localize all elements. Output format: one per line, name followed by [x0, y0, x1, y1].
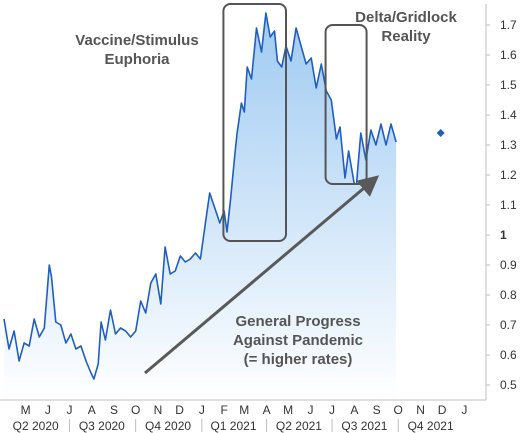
annotation-vaccine: Vaccine/Stimulus Euphoria — [75, 32, 198, 68]
annotation-line: General Progress — [235, 313, 360, 330]
trend-arrow — [144, 175, 380, 375]
y-tick-label: 0.9 — [500, 258, 517, 272]
series-line — [3, 12, 397, 380]
x-month-label: S — [373, 403, 381, 417]
annotation-line: Reality — [381, 28, 431, 45]
y-tick-label: 1.4 — [500, 108, 517, 122]
x-month-label: M — [21, 403, 31, 417]
y-tick-label: 1.3 — [500, 138, 517, 152]
annotation-delta: Delta/Gridlock Reality — [355, 9, 457, 45]
x-month-label: J — [45, 403, 51, 417]
x-month-label: O — [394, 403, 403, 417]
x-month-label: D — [175, 403, 184, 417]
x-month-label: D — [438, 403, 447, 417]
x-month-label: J — [66, 403, 72, 417]
annotation-progress: General Progress Against Pandemic (= highe… — [233, 313, 363, 368]
y-tick-label: 1.1 — [500, 198, 517, 212]
area-layer — [3, 12, 397, 400]
x-quarter-label: Q3 2020 — [79, 419, 125, 433]
x-month-label: J — [307, 403, 313, 417]
x-month-label: N — [154, 403, 163, 417]
x-month-label: S — [110, 403, 118, 417]
x-month-label: A — [263, 403, 271, 417]
x-month-label: J — [461, 403, 467, 417]
latest-value-marker — [436, 129, 445, 137]
x-quarter-label: Q4 2020 — [145, 419, 191, 433]
x-month-label: M — [283, 403, 293, 417]
annotation-line: Against Pandemic — [233, 332, 363, 349]
x-month-label: M — [239, 403, 249, 417]
x-quarter-label: Q3 2021 — [341, 419, 387, 433]
y-tick-label: 1 — [500, 228, 507, 242]
y-tick-label: 1.5 — [500, 78, 517, 92]
y-tick-label: 0.5 — [500, 378, 517, 392]
x-quarter-label: Q2 2021 — [276, 419, 322, 433]
x-month-label: F — [220, 403, 227, 417]
x-month-label: A — [350, 403, 358, 417]
y-tick-label: 0.7 — [500, 318, 517, 332]
series-area — [4, 13, 397, 400]
annotation-layer: Vaccine/Stimulus Euphoria Delta/Gridlock Re… — [75, 3, 458, 375]
highlight-box-1 — [222, 3, 288, 242]
x-month-label: N — [416, 403, 425, 417]
y-tick-label: 1.2 — [500, 168, 517, 182]
y-tick-label: 1.6 — [500, 48, 517, 62]
x-quarter-label: Q2 2020 — [13, 419, 59, 433]
annotation-line: Euphoria — [104, 51, 170, 68]
x-month-label: J — [329, 403, 335, 417]
x-month-label: A — [88, 403, 96, 417]
axes-layer: 0.50.60.70.80.911.11.21.31.41.51.61.7M J J… — [0, 4, 517, 433]
x-quarter-label: Q4 2021 — [408, 419, 454, 433]
y-tick-label: 0.6 — [500, 348, 517, 362]
x-quarter-label: Q1 2021 — [210, 419, 256, 433]
highlight-box-2 — [324, 24, 368, 185]
annotation-line: (= higher rates) — [244, 351, 353, 368]
y-tick-label: 0.8 — [500, 288, 517, 302]
annotation-line: Delta/Gridlock — [355, 9, 457, 26]
x-month-label: O — [131, 403, 140, 417]
annotation-line: Vaccine/Stimulus — [75, 32, 198, 49]
y-tick-label: 1.7 — [500, 18, 517, 32]
x-month-label: J — [199, 403, 205, 417]
